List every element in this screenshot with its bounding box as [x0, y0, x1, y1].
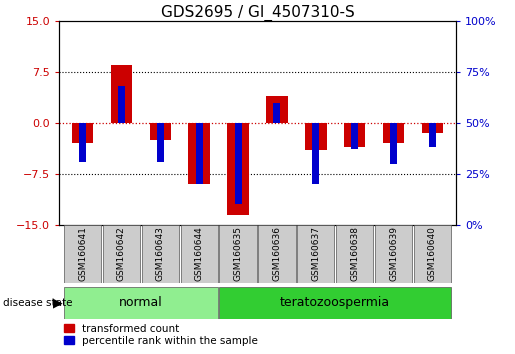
Text: teratozoospermia: teratozoospermia [280, 296, 390, 309]
Bar [196, 123, 203, 184]
Bar [64, 225, 101, 283]
Bar [227, 123, 249, 215]
Bar [305, 123, 327, 150]
Bar [273, 103, 281, 123]
Text: GSM160637: GSM160637 [311, 227, 320, 281]
Text: GSM160635: GSM160635 [234, 227, 243, 281]
Text: GSM160638: GSM160638 [350, 227, 359, 281]
Bar [118, 86, 125, 123]
Text: ▶: ▶ [53, 296, 63, 309]
Bar [111, 65, 132, 123]
Text: disease state: disease state [3, 298, 72, 308]
Text: GSM160636: GSM160636 [272, 227, 281, 281]
Bar [72, 123, 93, 143]
Bar [422, 123, 443, 133]
Text: GSM160642: GSM160642 [117, 227, 126, 281]
Text: GSM160640: GSM160640 [428, 227, 437, 281]
Text: GSM160644: GSM160644 [195, 227, 204, 281]
Bar [297, 225, 334, 283]
Bar [150, 123, 171, 140]
Bar [336, 225, 373, 283]
Bar [351, 123, 358, 149]
Bar [64, 287, 218, 319]
Bar [266, 96, 288, 123]
Bar [375, 225, 412, 283]
Bar [219, 225, 256, 283]
Bar [383, 123, 404, 143]
Text: GSM160639: GSM160639 [389, 227, 398, 281]
Bar [79, 123, 86, 162]
Text: GSM160643: GSM160643 [156, 227, 165, 281]
Bar [219, 287, 451, 319]
Bar [181, 225, 218, 283]
Bar [312, 123, 319, 184]
Title: GDS2695 / GI_4507310-S: GDS2695 / GI_4507310-S [161, 5, 354, 21]
Bar [344, 123, 365, 147]
Bar [142, 225, 179, 283]
Bar [429, 123, 436, 147]
Bar [234, 123, 242, 204]
Bar [259, 225, 296, 283]
Text: normal: normal [119, 296, 163, 309]
Legend: transformed count, percentile rank within the sample: transformed count, percentile rank withi… [64, 324, 258, 346]
Bar [414, 225, 451, 283]
Bar [157, 123, 164, 162]
Bar [390, 123, 397, 164]
Text: GSM160641: GSM160641 [78, 227, 87, 281]
Bar [188, 123, 210, 184]
Bar [103, 225, 140, 283]
